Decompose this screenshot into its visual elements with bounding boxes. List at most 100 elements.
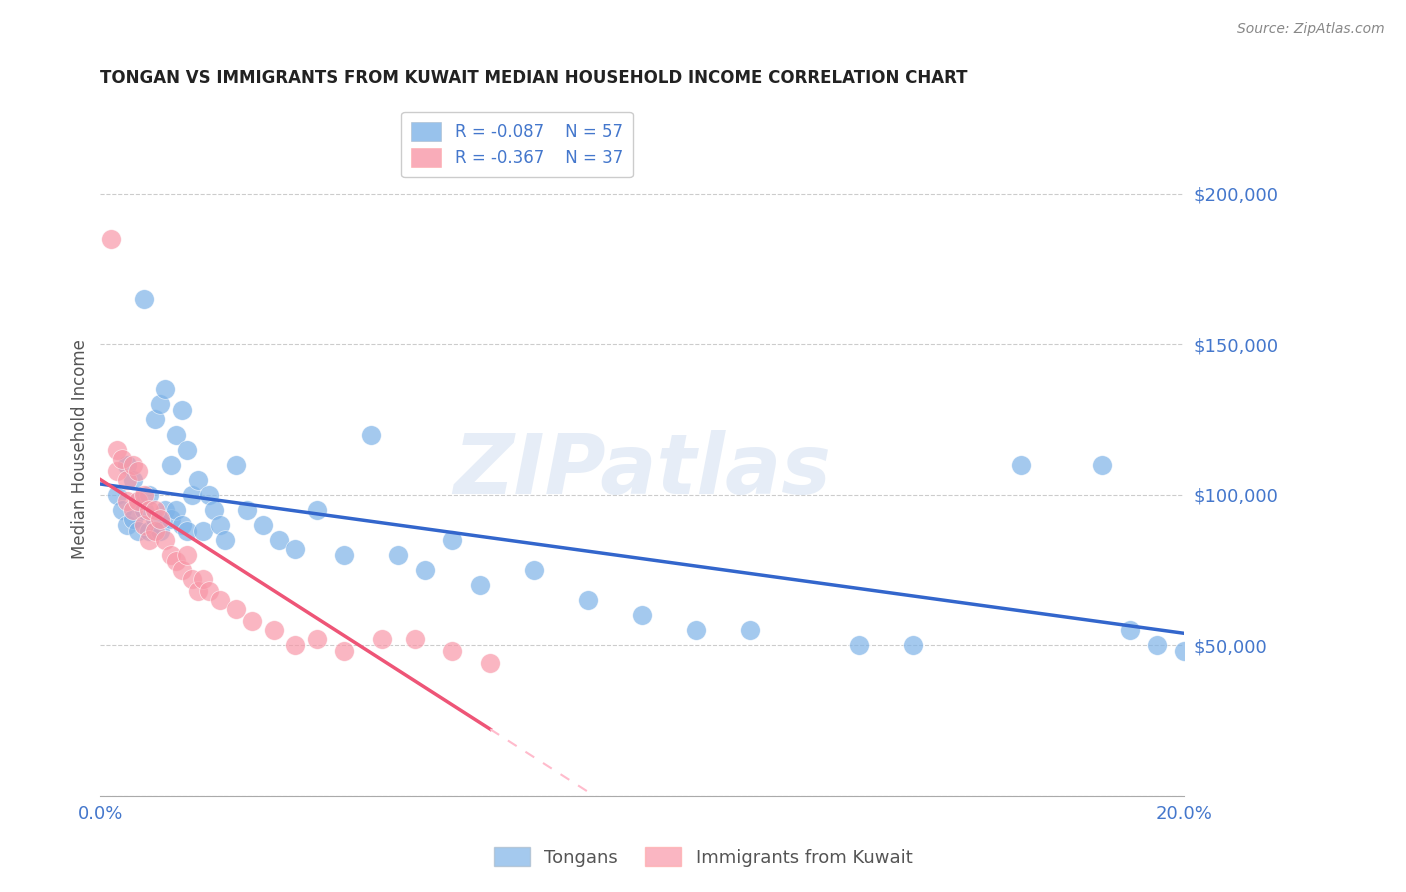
Point	[214, 533, 236, 547]
Point	[685, 623, 707, 637]
Point	[155, 533, 177, 547]
Point	[187, 584, 209, 599]
Point	[105, 488, 128, 502]
Point	[138, 524, 160, 538]
Point	[468, 578, 491, 592]
Point	[132, 292, 155, 306]
Point	[269, 533, 291, 547]
Point	[360, 427, 382, 442]
Point	[387, 548, 409, 562]
Point	[165, 554, 187, 568]
Point	[143, 512, 166, 526]
Point	[305, 632, 328, 647]
Point	[117, 517, 139, 532]
Point	[240, 614, 263, 628]
Point	[159, 548, 181, 562]
Point	[170, 517, 193, 532]
Point	[441, 644, 464, 658]
Point	[149, 524, 172, 538]
Point	[121, 502, 143, 516]
Point	[149, 397, 172, 411]
Point	[138, 488, 160, 502]
Point	[193, 572, 215, 586]
Point	[1173, 644, 1195, 658]
Point	[149, 512, 172, 526]
Point	[121, 458, 143, 472]
Point	[143, 502, 166, 516]
Point	[208, 517, 231, 532]
Point	[333, 548, 356, 562]
Point	[252, 517, 274, 532]
Point	[197, 584, 219, 599]
Point	[100, 232, 122, 246]
Point	[181, 572, 204, 586]
Point	[193, 524, 215, 538]
Point	[132, 502, 155, 516]
Point	[170, 403, 193, 417]
Point	[105, 464, 128, 478]
Point	[333, 644, 356, 658]
Point	[159, 458, 181, 472]
Point	[132, 488, 155, 502]
Point	[127, 493, 149, 508]
Point	[235, 502, 257, 516]
Point	[848, 638, 870, 652]
Point	[202, 502, 225, 516]
Text: TONGAN VS IMMIGRANTS FROM KUWAIT MEDIAN HOUSEHOLD INCOME CORRELATION CHART: TONGAN VS IMMIGRANTS FROM KUWAIT MEDIAN …	[100, 69, 967, 87]
Point	[176, 442, 198, 457]
Point	[901, 638, 924, 652]
Point	[132, 517, 155, 532]
Point	[143, 524, 166, 538]
Point	[371, 632, 394, 647]
Point	[284, 638, 307, 652]
Point	[165, 427, 187, 442]
Point	[121, 512, 143, 526]
Point	[415, 563, 437, 577]
Point	[111, 502, 134, 516]
Point	[155, 502, 177, 516]
Point	[225, 602, 247, 616]
Text: ZIPatlas: ZIPatlas	[453, 430, 831, 511]
Point	[441, 533, 464, 547]
Point	[197, 488, 219, 502]
Point	[208, 593, 231, 607]
Point	[305, 502, 328, 516]
Point	[117, 458, 139, 472]
Point	[176, 524, 198, 538]
Text: Source: ZipAtlas.com: Source: ZipAtlas.com	[1237, 22, 1385, 37]
Point	[404, 632, 426, 647]
Point	[127, 493, 149, 508]
Point	[1091, 458, 1114, 472]
Point	[1010, 458, 1032, 472]
Point	[117, 493, 139, 508]
Point	[111, 451, 134, 466]
Point	[181, 488, 204, 502]
Point	[225, 458, 247, 472]
Point	[284, 541, 307, 556]
Point	[631, 608, 654, 623]
Point	[165, 502, 187, 516]
Point	[479, 657, 502, 671]
Point	[105, 442, 128, 457]
Legend: Tongans, Immigrants from Kuwait: Tongans, Immigrants from Kuwait	[486, 840, 920, 874]
Point	[740, 623, 762, 637]
Point	[523, 563, 546, 577]
Point	[138, 533, 160, 547]
Point	[117, 473, 139, 487]
Legend: R = -0.087    N = 57, R = -0.367    N = 37: R = -0.087 N = 57, R = -0.367 N = 37	[401, 112, 633, 177]
Point	[127, 464, 149, 478]
Point	[159, 512, 181, 526]
Point	[187, 473, 209, 487]
Point	[1118, 623, 1140, 637]
Point	[263, 623, 285, 637]
Point	[127, 524, 149, 538]
Point	[576, 593, 599, 607]
Point	[170, 563, 193, 577]
Y-axis label: Median Household Income: Median Household Income	[72, 340, 89, 559]
Point	[1146, 638, 1168, 652]
Point	[176, 548, 198, 562]
Point	[155, 382, 177, 396]
Point	[143, 412, 166, 426]
Point	[121, 473, 143, 487]
Point	[138, 502, 160, 516]
